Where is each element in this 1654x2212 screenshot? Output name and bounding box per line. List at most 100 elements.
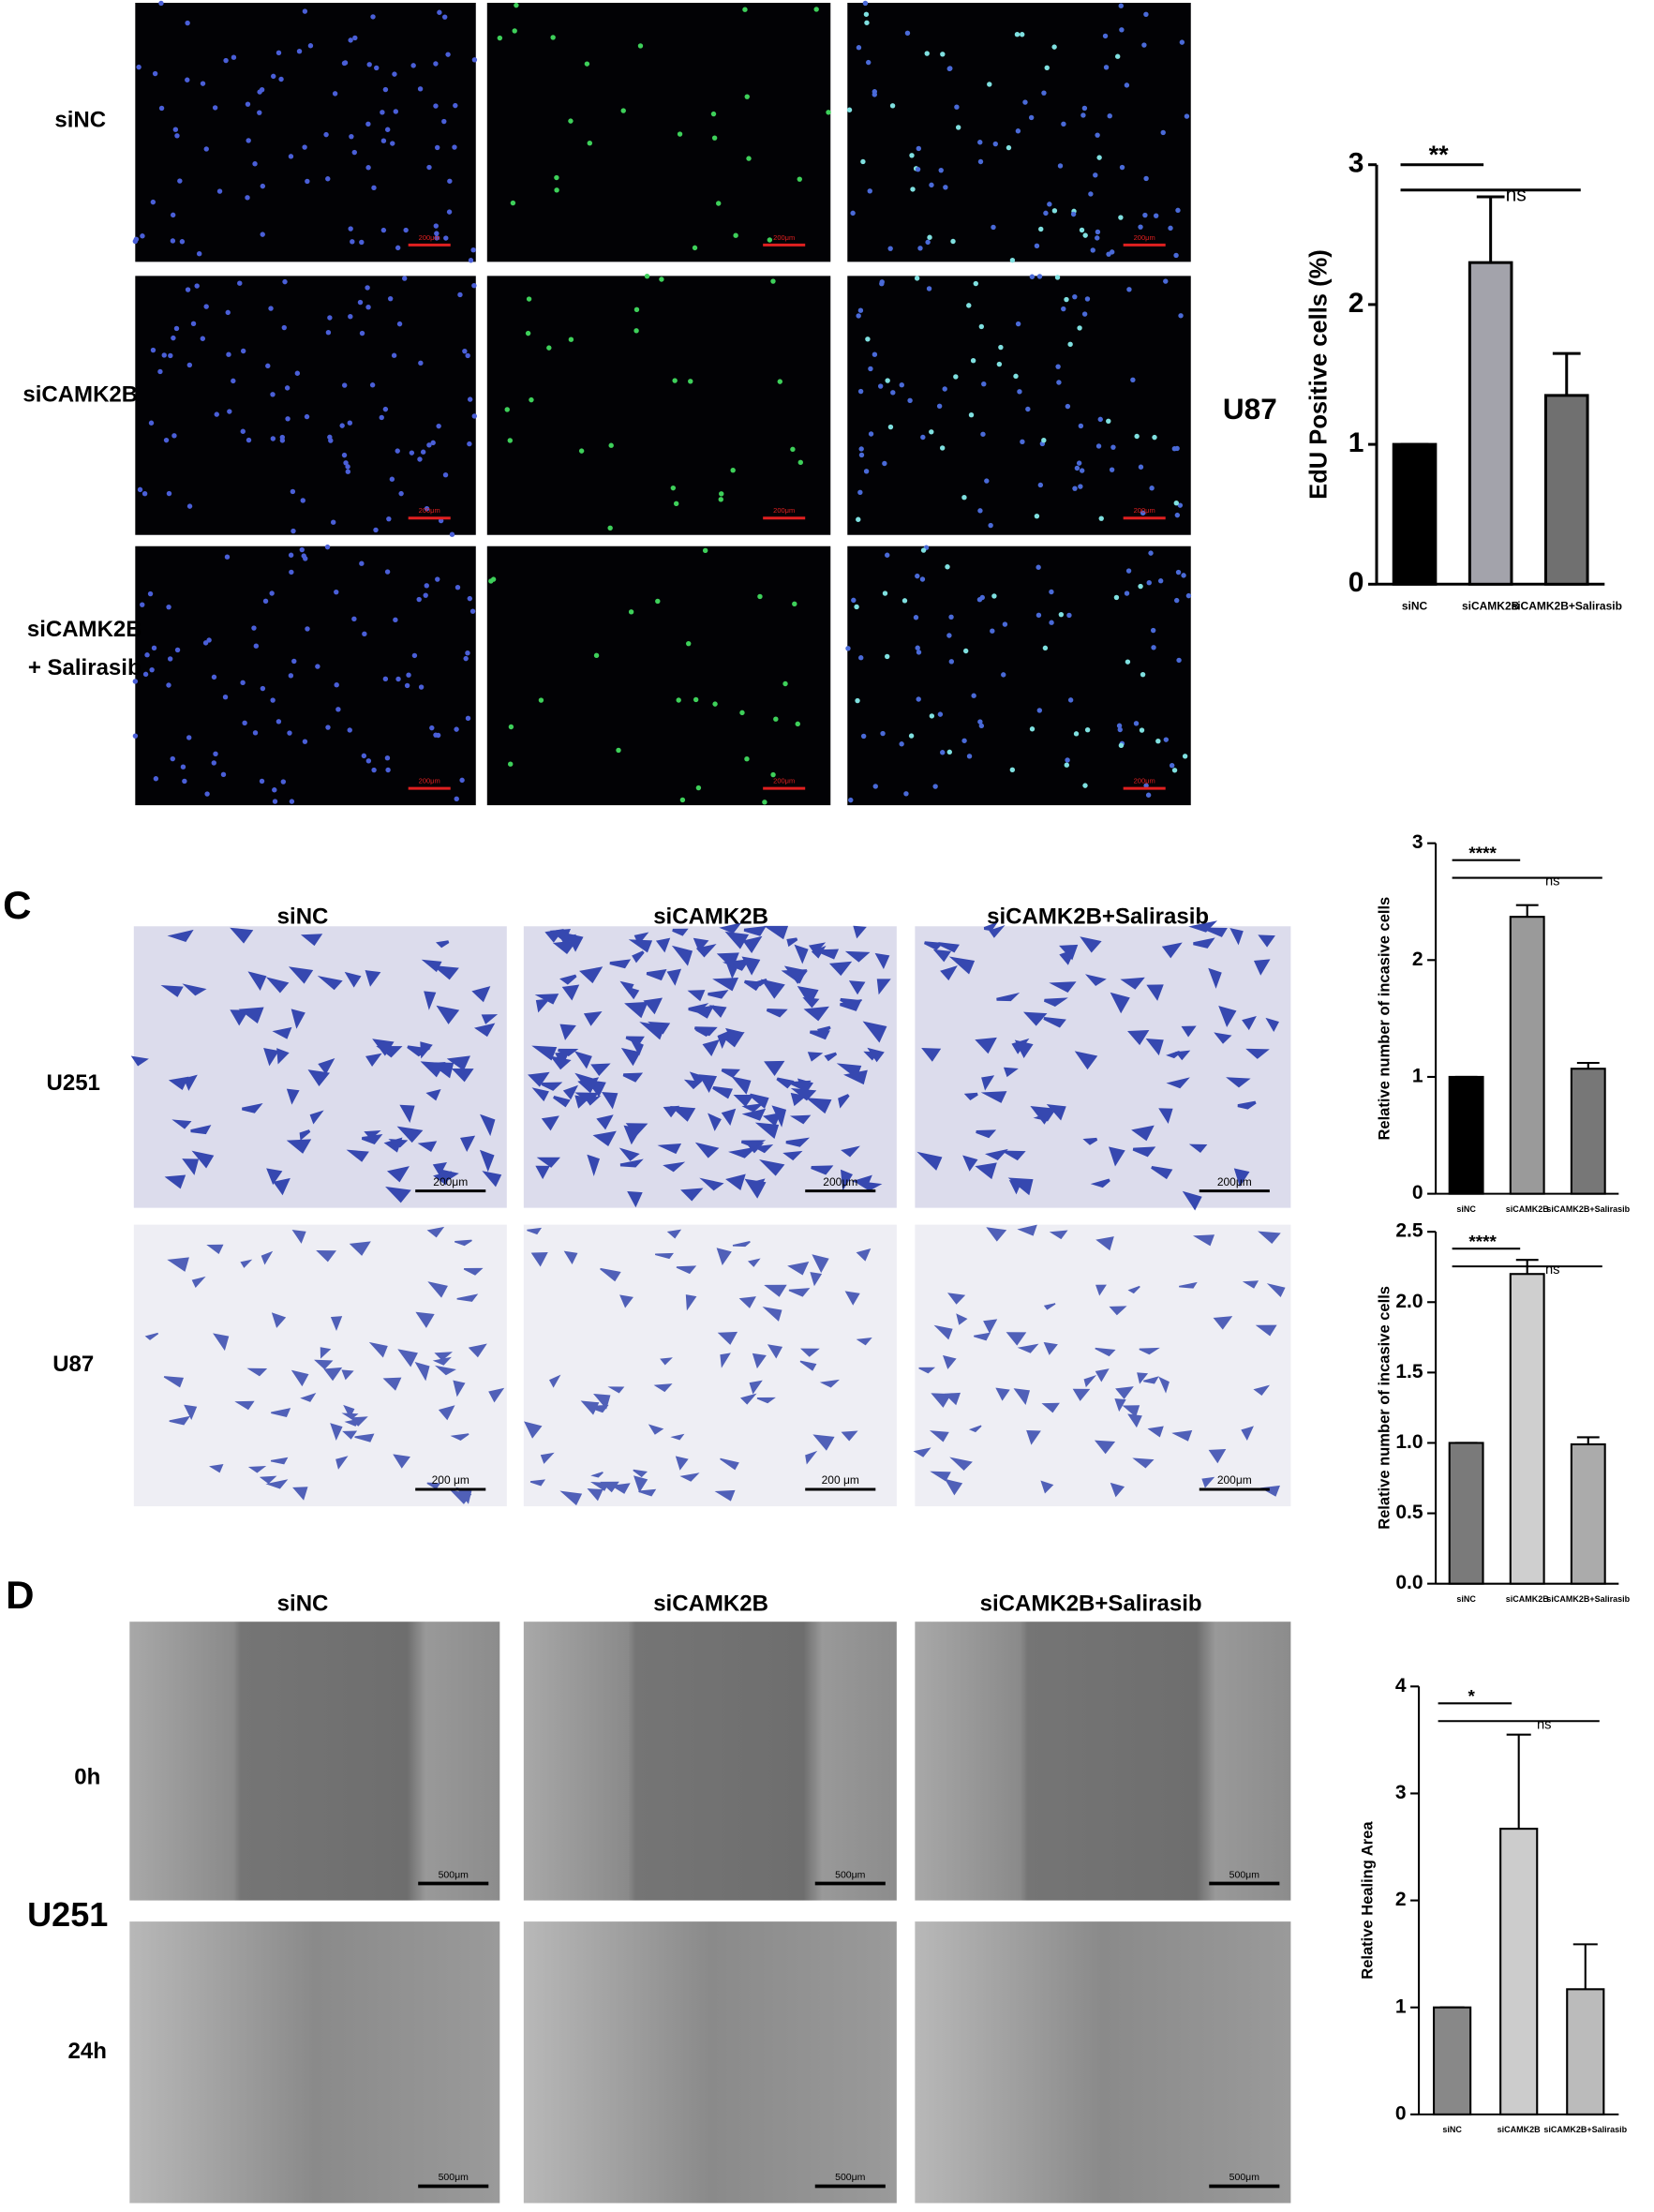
cell xyxy=(683,1079,703,1090)
cell xyxy=(877,383,884,389)
cell xyxy=(698,1074,718,1094)
cell xyxy=(171,1119,192,1129)
cell xyxy=(712,1085,734,1099)
cell xyxy=(1213,1316,1233,1330)
cell xyxy=(743,979,763,992)
cell xyxy=(288,966,314,984)
cell xyxy=(342,1430,358,1440)
cell xyxy=(733,232,738,238)
cell xyxy=(204,791,210,797)
cell xyxy=(555,1052,570,1068)
cell xyxy=(225,309,231,316)
cell xyxy=(453,102,458,109)
cell xyxy=(300,1393,317,1402)
cell xyxy=(417,456,423,462)
cell xyxy=(865,336,871,342)
cell xyxy=(465,352,470,359)
cell xyxy=(345,464,350,470)
cell xyxy=(840,998,862,1011)
micrograph xyxy=(847,276,1191,535)
cell xyxy=(1106,418,1111,425)
cell xyxy=(856,516,861,522)
cell xyxy=(692,245,698,251)
cell xyxy=(1253,1384,1271,1396)
cell xyxy=(289,569,294,575)
cell xyxy=(648,1424,664,1435)
cell xyxy=(447,178,453,184)
cell xyxy=(247,1466,267,1473)
cell xyxy=(688,379,693,384)
cell xyxy=(562,1084,579,1100)
cell xyxy=(164,1174,186,1189)
cell xyxy=(282,278,288,285)
cell xyxy=(257,110,262,115)
cell xyxy=(970,357,976,364)
cell xyxy=(744,94,750,99)
cell xyxy=(186,735,192,740)
cell xyxy=(915,166,921,172)
cell xyxy=(460,1135,476,1152)
cell xyxy=(1151,645,1156,650)
cell xyxy=(781,969,808,984)
cell xyxy=(344,1418,362,1427)
cell xyxy=(414,1361,430,1382)
cell xyxy=(1090,247,1095,253)
cell xyxy=(1051,208,1058,214)
cell xyxy=(1117,726,1123,733)
cell xyxy=(167,656,173,662)
cell xyxy=(915,573,920,579)
cell xyxy=(463,655,469,662)
cell xyxy=(792,601,797,607)
cell xyxy=(237,280,243,286)
cell xyxy=(754,1122,780,1140)
cell xyxy=(716,1248,732,1265)
cell xyxy=(262,598,269,605)
cell xyxy=(530,1251,548,1267)
cell xyxy=(1095,132,1100,138)
cell xyxy=(760,979,785,999)
cell xyxy=(288,552,294,558)
cell xyxy=(263,1047,279,1067)
cell xyxy=(725,1173,746,1191)
cell xyxy=(497,35,503,41)
scale-label: 200μm xyxy=(1217,1473,1252,1487)
label: siNC xyxy=(277,1592,329,1617)
cell xyxy=(633,1475,648,1493)
cell xyxy=(152,70,158,77)
cell xyxy=(988,522,993,529)
cell xyxy=(1163,737,1170,742)
cell xyxy=(251,625,257,631)
cell xyxy=(365,285,370,291)
cell xyxy=(390,141,395,146)
cell xyxy=(738,1296,756,1308)
cell xyxy=(1020,439,1025,445)
cell xyxy=(1057,163,1064,169)
cell xyxy=(384,569,391,575)
cell xyxy=(721,1108,737,1126)
cell xyxy=(1054,275,1061,280)
scale-label: 200μm xyxy=(1217,1175,1252,1188)
scale-label: 500μm xyxy=(1229,1869,1260,1880)
cell xyxy=(1109,1306,1127,1316)
cell xyxy=(272,1026,292,1039)
cell xyxy=(730,468,736,473)
cell xyxy=(348,226,353,232)
cell xyxy=(252,730,259,736)
cell xyxy=(230,927,254,944)
cell xyxy=(231,54,237,60)
cell xyxy=(717,1331,738,1345)
y-tick-label: 3 xyxy=(1349,148,1364,179)
cell xyxy=(940,965,958,981)
cell xyxy=(507,761,514,767)
cell xyxy=(655,1252,674,1260)
cell xyxy=(330,1423,343,1441)
cell xyxy=(457,291,463,298)
cell xyxy=(841,1145,860,1158)
cell xyxy=(1114,53,1121,59)
cell xyxy=(998,344,1004,351)
cell xyxy=(800,1348,820,1357)
cell xyxy=(459,777,465,784)
cell xyxy=(1125,659,1131,665)
y-tick-label: 2.0 xyxy=(1395,1291,1423,1312)
cell xyxy=(302,739,308,744)
